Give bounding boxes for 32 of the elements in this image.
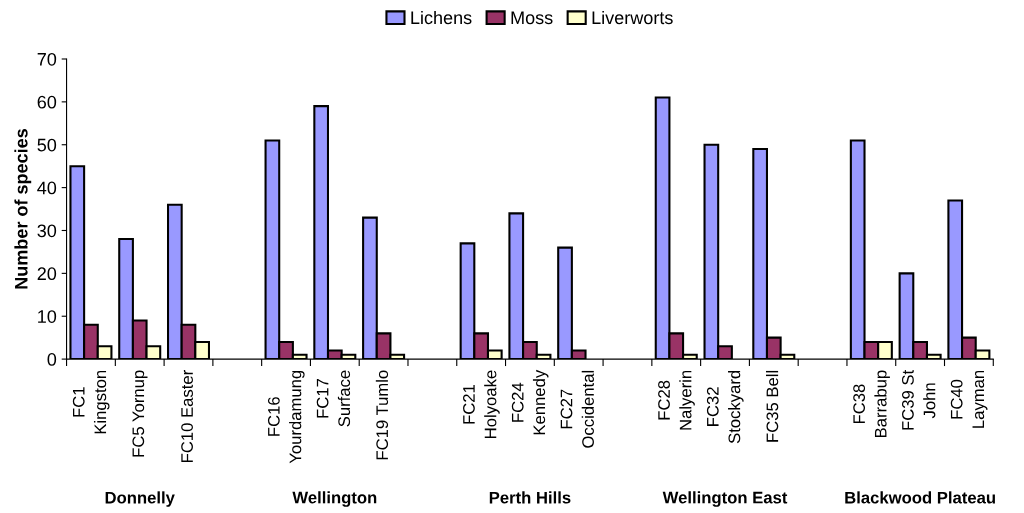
x-tick-label: FC24 Kennedy bbox=[511, 369, 549, 435]
y-tick-label: 60 bbox=[37, 95, 57, 109]
x-tick-label: FC17 Surface bbox=[316, 370, 351, 427]
x-tick-label: FC38 Barrabup bbox=[853, 370, 890, 438]
x-tick-label: FC28 Nalyerin bbox=[658, 370, 695, 430]
x-tick-label: FC5 Yornup bbox=[132, 370, 148, 457]
text: Blackwood Plateau bbox=[845, 491, 995, 504]
y-axis-title: Number of species bbox=[14, 129, 32, 289]
x-tick-label: FC35 Bell bbox=[766, 370, 779, 442]
x-tick-label: FC39 St John bbox=[902, 369, 936, 430]
legend-label: Liverworts bbox=[592, 10, 673, 25]
legend-label: Moss bbox=[511, 11, 553, 25]
y-tick-label: 70 bbox=[37, 52, 57, 66]
y-tick-label: 10 bbox=[38, 310, 57, 323]
x-tick-label: FC32 Stockyard bbox=[706, 370, 744, 444]
y-tick-label: 30 bbox=[37, 224, 57, 238]
x-tick-label: FC19 Tumlo bbox=[375, 370, 389, 460]
x-tick-label: FC40 Layman bbox=[950, 370, 988, 428]
text: Wellington bbox=[292, 491, 377, 507]
text: Donnelly bbox=[105, 491, 175, 507]
y-tick-label: 20 bbox=[37, 267, 57, 281]
x-tick-label: FC27 Occidental bbox=[560, 370, 594, 448]
x-tick-label: FC1 Kingston bbox=[72, 370, 110, 434]
y-tick-label: 0 bbox=[47, 353, 57, 366]
x-tick-label: FC21 Holyoake bbox=[463, 370, 500, 438]
y-tick-label: 50 bbox=[37, 138, 57, 152]
x-tick-label: FC10 Easter bbox=[181, 370, 193, 462]
text: Perth Hills bbox=[489, 491, 571, 504]
y-tick-label: 40 bbox=[37, 181, 57, 195]
x-tick-label: FC16 Yourdamung bbox=[267, 370, 305, 464]
legend-label: Lichens bbox=[411, 10, 472, 25]
text: Wellington East bbox=[662, 491, 788, 507]
